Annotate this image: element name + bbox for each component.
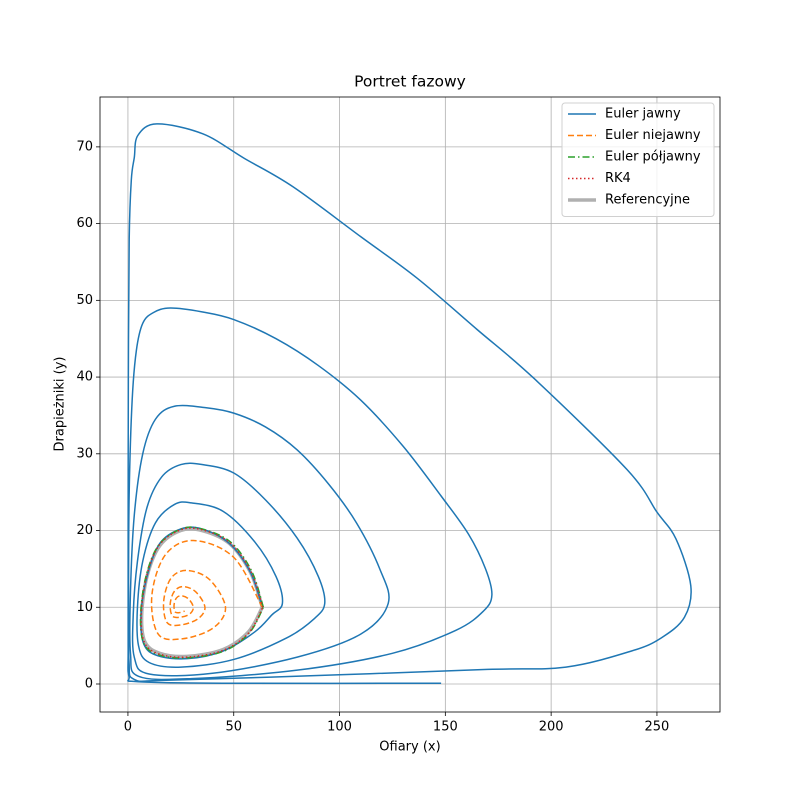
legend-label: Referencyjne — [605, 193, 690, 208]
x-tick-label: 200 — [539, 720, 564, 735]
x-tick-label: 0 — [124, 720, 132, 735]
y-tick-label: 10 — [76, 600, 93, 615]
x-tick-label: 250 — [645, 720, 670, 735]
y-tick-label: 60 — [76, 216, 93, 231]
series-line — [139, 526, 265, 659]
x-axis-label: Ofiary (x) — [379, 740, 440, 755]
y-tick-label: 70 — [76, 139, 93, 154]
y-tick-label: 30 — [76, 446, 93, 461]
y-tick-label: 20 — [76, 523, 93, 538]
legend-label: RK4 — [605, 171, 631, 186]
legend-label: Euler niejawny — [605, 128, 701, 143]
y-tick-label: 0 — [85, 676, 93, 691]
legend-label: Euler jawny — [605, 107, 681, 122]
x-tick-label: 100 — [327, 720, 352, 735]
y-tick-label: 40 — [76, 370, 93, 385]
y-tick-label: 50 — [76, 293, 93, 308]
x-tick-label: 150 — [433, 720, 458, 735]
legend-box — [561, 102, 715, 217]
chart-title: Portret fazowy — [354, 73, 466, 91]
y-axis-label: Drapieżniki (y) — [53, 357, 68, 452]
series-line — [140, 527, 264, 659]
series-line — [127, 123, 692, 685]
plot-frame — [99, 96, 721, 713]
series-line — [150, 539, 263, 641]
legend-label: Euler półjawny — [605, 150, 701, 165]
x-tick-label: 50 — [225, 720, 242, 735]
